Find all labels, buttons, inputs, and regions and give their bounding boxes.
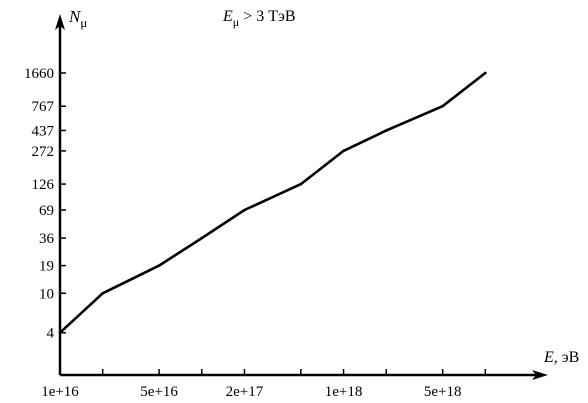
data-point	[101, 291, 104, 295]
x-axis-arrow	[532, 370, 548, 380]
y-axis-arrow	[55, 14, 65, 30]
data-point	[441, 104, 444, 108]
data-point	[342, 149, 345, 153]
y-axis-ticks: 4 10 19 36 69 126 272 437 767 1660	[24, 66, 66, 342]
series-group	[58, 71, 487, 335]
y-tick-label: 272	[32, 144, 55, 160]
axes	[55, 14, 548, 380]
y-axis-label: Nμ	[68, 7, 87, 30]
axis-labels: Nμ Eμ > 3 ТэВ E, эВ	[68, 7, 579, 366]
data-point	[200, 236, 204, 240]
series-line	[59, 71, 487, 334]
y-tick-label: 1660	[24, 66, 54, 82]
y-tick-label: 767	[32, 99, 55, 115]
x-axis-label: E, эВ	[543, 349, 579, 366]
x-axis-ticks: 1e+16 5e+16 2e+17 1e+18 5e+18	[41, 369, 487, 400]
data-point	[484, 71, 487, 75]
y-tick-label: 4	[47, 326, 55, 342]
data-point	[384, 129, 388, 132]
y-tick-label: 19	[39, 259, 54, 275]
x-tick-label: 5e+18	[424, 384, 462, 400]
y-tick-label: 69	[39, 203, 54, 219]
x-tick-label: 5e+16	[140, 384, 178, 400]
data-point	[243, 208, 246, 212]
y-tick-label: 36	[39, 231, 55, 247]
x-tick-label: 1e+18	[325, 384, 363, 400]
chart-title: Eμ > 3 ТэВ	[222, 8, 296, 29]
x-tick-label: 2e+17	[226, 384, 264, 400]
y-tick-label: 10	[39, 286, 54, 302]
data-point	[299, 182, 303, 186]
x-tick-label: 1e+16	[41, 384, 79, 400]
data-point	[157, 264, 161, 267]
y-tick-label: 437	[32, 123, 55, 139]
data-point	[58, 331, 62, 335]
y-tick-label: 126	[32, 177, 55, 193]
